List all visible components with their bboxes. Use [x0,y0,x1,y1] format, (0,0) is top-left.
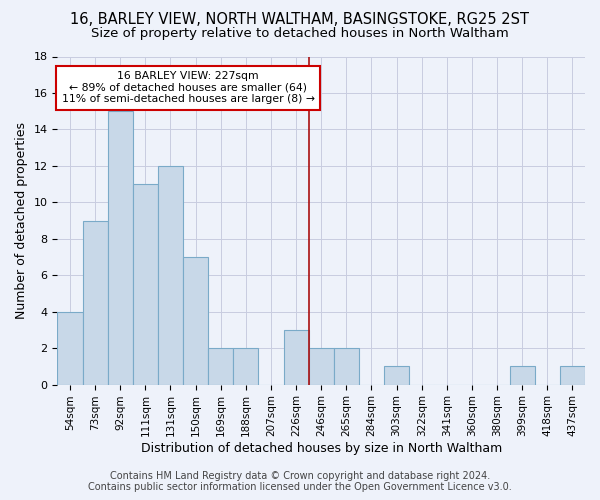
Bar [58,312,83,384]
Bar [83,220,107,384]
Bar [208,348,233,385]
Bar [158,166,183,384]
Bar [334,348,359,385]
Bar [133,184,158,384]
Text: Size of property relative to detached houses in North Waltham: Size of property relative to detached ho… [91,28,509,40]
Bar [509,366,535,384]
Bar [384,366,409,384]
Text: 16 BARLEY VIEW: 227sqm
← 89% of detached houses are smaller (64)
11% of semi-det: 16 BARLEY VIEW: 227sqm ← 89% of detached… [62,71,314,104]
Text: 16, BARLEY VIEW, NORTH WALTHAM, BASINGSTOKE, RG25 2ST: 16, BARLEY VIEW, NORTH WALTHAM, BASINGST… [71,12,530,28]
Text: Contains HM Land Registry data © Crown copyright and database right 2024.
Contai: Contains HM Land Registry data © Crown c… [88,471,512,492]
Bar [284,330,308,384]
Bar [233,348,259,385]
Bar [308,348,334,385]
Bar [560,366,585,384]
Y-axis label: Number of detached properties: Number of detached properties [15,122,28,319]
Bar [183,257,208,384]
Bar [107,111,133,384]
X-axis label: Distribution of detached houses by size in North Waltham: Distribution of detached houses by size … [140,442,502,455]
